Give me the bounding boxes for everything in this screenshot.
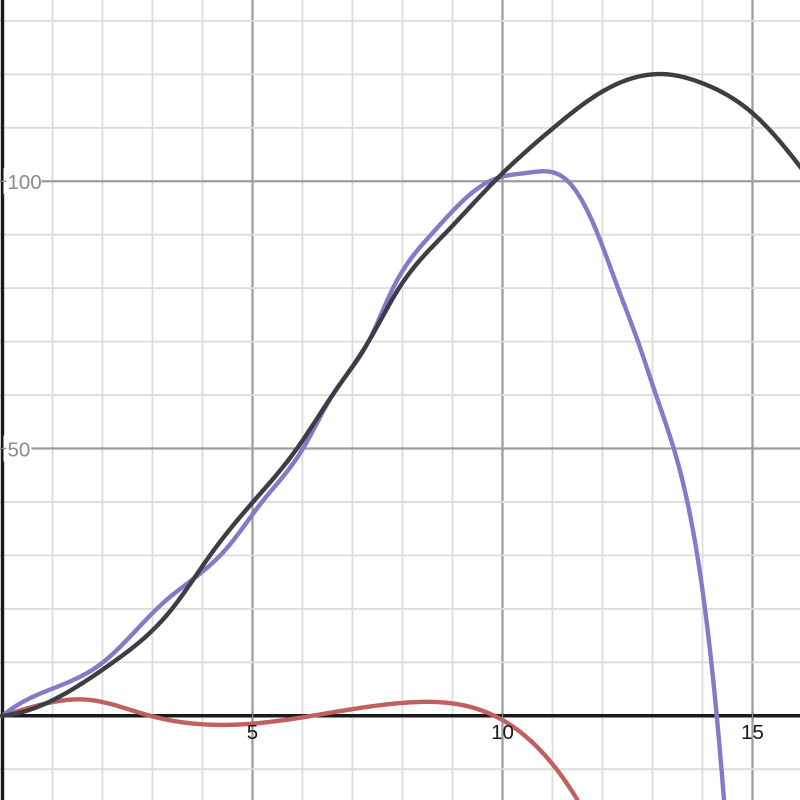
svg-text:100: 100 <box>8 171 42 194</box>
svg-text:5: 5 <box>247 721 258 744</box>
svg-text:50: 50 <box>8 438 31 461</box>
svg-text:15: 15 <box>741 721 764 744</box>
svg-text:10: 10 <box>491 721 514 744</box>
